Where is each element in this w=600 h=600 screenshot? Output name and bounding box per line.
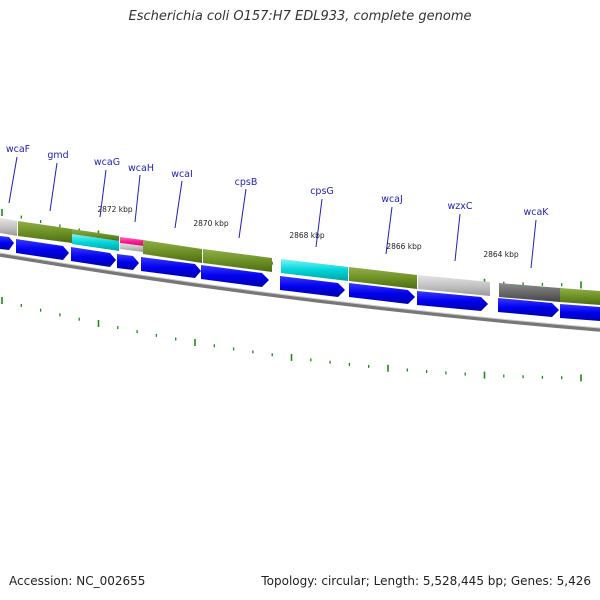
cds-arrow xyxy=(201,265,269,287)
function-block xyxy=(0,218,17,236)
tick-row-top xyxy=(1,208,582,289)
function-track xyxy=(0,218,600,305)
gene-label-cpsG[interactable]: cpsG xyxy=(310,186,334,197)
gene-label-gmd[interactable]: gmd xyxy=(47,150,68,161)
kbp-label: 2866 kbp xyxy=(386,242,422,251)
leader-line xyxy=(49,162,58,212)
function-block xyxy=(72,234,119,251)
leader-line xyxy=(99,169,107,218)
function-block xyxy=(18,221,72,243)
kbp-label: 2872 kbp xyxy=(97,205,133,214)
leader-line xyxy=(315,198,323,248)
gene-label-wcaI[interactable]: wcaI xyxy=(171,169,193,180)
cds-arrow xyxy=(71,247,116,267)
cds-arrow xyxy=(0,236,14,250)
gene-labels: wcaF gmd wcaG wcaH wcaI cpsB cpsG wcaJ w… xyxy=(6,144,549,218)
cds-arrow xyxy=(117,254,139,270)
genome-backbone xyxy=(0,253,600,332)
function-block xyxy=(120,243,143,252)
function-block xyxy=(499,283,560,302)
leader-line xyxy=(454,213,461,262)
genome-backbone-highlight xyxy=(0,252,600,329)
cds-arrow xyxy=(141,257,201,278)
kbp-label: 2868 kbp xyxy=(289,231,325,240)
leader-line xyxy=(134,174,141,223)
cds-arrow xyxy=(16,239,69,260)
gene-label-wcaH[interactable]: wcaH xyxy=(128,163,154,174)
map-title: Escherichia coli O157:H7 EDL933, complet… xyxy=(128,9,472,24)
function-block xyxy=(72,229,119,241)
cds-arrow xyxy=(349,283,415,304)
cds-arrow xyxy=(560,304,600,321)
kbp-labels: 2872 kbp 2870 kbp 2868 kbp 2866 kbp 2864… xyxy=(97,205,519,259)
leader-line xyxy=(174,180,183,229)
cds-arrow xyxy=(280,276,345,297)
function-block xyxy=(418,275,490,296)
gene-label-cpsB[interactable]: cpsB xyxy=(235,177,258,188)
kbp-label: 2870 kbp xyxy=(193,219,229,228)
function-block xyxy=(203,249,272,272)
kbp-label: 2864 kbp xyxy=(483,250,519,259)
genome-summary-text: Topology: circular; Length: 5,528,445 bp… xyxy=(261,574,591,588)
gene-label-wzxC[interactable]: wzxC xyxy=(447,201,472,212)
leader-line xyxy=(530,219,537,269)
cds-arrow xyxy=(498,298,559,317)
gene-label-wcaK[interactable]: wcaK xyxy=(523,207,549,218)
function-block xyxy=(143,240,202,263)
tick-row-bottom xyxy=(1,297,582,382)
leader-line xyxy=(8,156,18,204)
function-block xyxy=(560,288,600,305)
gene-label-wcaF[interactable]: wcaF xyxy=(6,144,30,155)
function-block xyxy=(281,259,348,281)
cds-track xyxy=(0,236,600,321)
leader-line xyxy=(385,206,393,255)
cds-arrow xyxy=(417,291,488,311)
gene-label-wcaG[interactable]: wcaG xyxy=(94,157,120,168)
function-block xyxy=(349,267,417,289)
gene-label-lines xyxy=(8,156,537,269)
gene-label-wcaJ[interactable]: wcaJ xyxy=(381,194,403,205)
accession-text: Accession: NC_002655 xyxy=(9,574,146,588)
leader-line xyxy=(238,188,247,239)
